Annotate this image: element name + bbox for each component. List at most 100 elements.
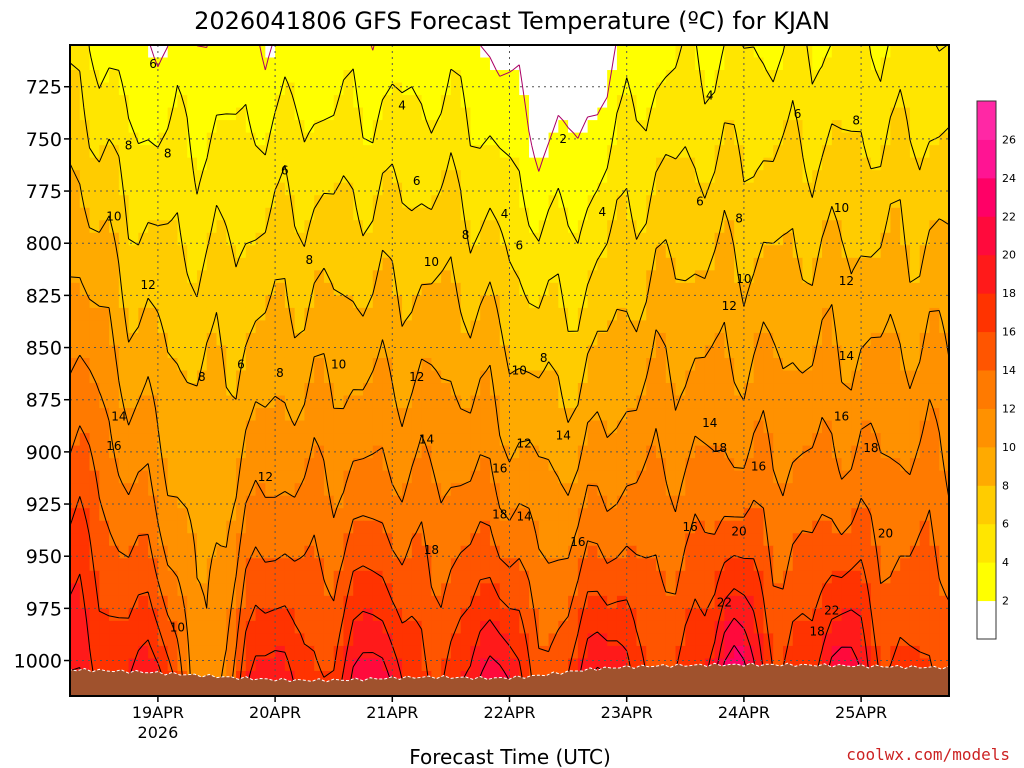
x-tick-label: 23APR xyxy=(601,703,653,722)
colorbar-label: 10 xyxy=(1002,441,1016,454)
colorbar-swatch xyxy=(977,562,996,602)
contour-line-12 xyxy=(70,354,949,696)
contour-label: 10 xyxy=(424,255,439,269)
colorbar-label: 24 xyxy=(1002,172,1016,185)
x-tick-label: 20APR xyxy=(249,703,301,722)
contour-label: 16 xyxy=(492,462,507,476)
contour-label: 14 xyxy=(111,410,126,424)
y-tick-label: 900 xyxy=(26,442,62,464)
colorbar-swatch xyxy=(977,331,996,371)
contour-label: 6 xyxy=(515,238,523,252)
colorbar-swatch xyxy=(977,101,996,140)
credit-text: coolwx.com/models xyxy=(846,745,1010,764)
contour-label: 6 xyxy=(696,195,704,209)
contour-label: 6 xyxy=(237,357,245,371)
contour-label: 12 xyxy=(722,299,737,313)
contour-label: 8 xyxy=(852,113,860,127)
contour-label: 12 xyxy=(409,370,424,384)
contour-label: 22 xyxy=(824,604,839,618)
colorbar-swatch xyxy=(977,485,996,525)
colorbar-label: 6 xyxy=(1002,518,1009,531)
contour-label: 10 xyxy=(512,364,527,378)
contour-label: 16 xyxy=(834,410,849,424)
colorbar-swatch xyxy=(977,254,996,294)
y-tick-label: 750 xyxy=(26,129,62,151)
contour-label: 6 xyxy=(413,174,421,188)
contour-line-14 xyxy=(70,425,949,696)
contour-label: 8 xyxy=(540,351,548,365)
x-axis-label: Forecast Time (UTC) xyxy=(409,745,611,768)
contour-label: 8 xyxy=(198,370,206,384)
contour-label: 14 xyxy=(419,433,434,447)
contour-label: 18 xyxy=(424,543,439,557)
x-tick-sublabel: 2026 xyxy=(138,723,179,742)
contour-line-8 xyxy=(70,163,949,423)
colorbar-label: 22 xyxy=(1002,210,1016,223)
x-tick-label: 24APR xyxy=(718,703,770,722)
contour-label: 8 xyxy=(735,211,743,225)
y-tick-label: 875 xyxy=(26,390,62,412)
colorbar-swatch xyxy=(977,216,996,256)
contour-label: 2 xyxy=(559,132,567,146)
colorbar-label: 14 xyxy=(1002,364,1016,377)
y-tick-label: 725 xyxy=(26,77,62,99)
contour-label: 8 xyxy=(462,228,470,242)
y-tick-label: 950 xyxy=(26,546,62,568)
colorbar-label: 12 xyxy=(1002,402,1016,415)
contour-label: 12 xyxy=(517,437,532,451)
colorbar-swatch xyxy=(977,523,996,563)
x-tick-label: 25APR xyxy=(835,703,887,722)
y-tick-label: 825 xyxy=(26,285,62,307)
contour-line-10 xyxy=(70,276,949,609)
contour-label: 16 xyxy=(570,535,585,549)
contour-label: 12 xyxy=(258,470,273,484)
contour-label: 8 xyxy=(305,253,313,267)
contour-label: 20 xyxy=(731,524,746,538)
contour-label: 20 xyxy=(878,526,893,540)
colorbar-swatch xyxy=(977,177,996,217)
contour-label: 10 xyxy=(170,620,185,634)
contour-label: 10 xyxy=(736,272,751,286)
colorbar-label: 16 xyxy=(1002,326,1016,339)
contour-label: 18 xyxy=(492,508,507,522)
colorbar-label: 26 xyxy=(1002,133,1016,146)
contour-label: 14 xyxy=(517,510,532,524)
colorbar-label: 20 xyxy=(1002,249,1016,262)
contour-label: 8 xyxy=(276,366,284,380)
x-tick-label: 19APR xyxy=(132,703,184,722)
temperature-shading xyxy=(70,45,949,696)
contour-label: 6 xyxy=(281,163,289,177)
colorbar-label: 8 xyxy=(1002,479,1009,492)
colorbar-swatch xyxy=(977,293,996,333)
contour-label: 6 xyxy=(149,57,157,71)
contour-label: 4 xyxy=(706,88,714,102)
colorbar-label: 4 xyxy=(1002,556,1009,569)
contour-label: 16 xyxy=(751,460,766,474)
ground-surface xyxy=(70,662,949,696)
contour-label: 22 xyxy=(717,595,732,609)
contour-label: 18 xyxy=(863,441,878,455)
contour-label: 6 xyxy=(794,107,802,121)
contour-label: 14 xyxy=(702,416,717,430)
contour-label: 14 xyxy=(556,428,571,442)
x-tick-label: 21APR xyxy=(366,703,418,722)
contour-label: 10 xyxy=(106,209,121,223)
x-tick-label: 22APR xyxy=(483,703,535,722)
temperature-contours xyxy=(70,45,949,696)
colorbar-label: 2 xyxy=(1002,595,1009,608)
contour-label: 8 xyxy=(125,138,133,152)
ground-terrain xyxy=(70,662,949,696)
y-tick-label: 975 xyxy=(26,598,62,620)
contour-label: 16 xyxy=(683,520,698,534)
contour-label: 10 xyxy=(834,201,849,215)
colorbar-frame xyxy=(976,100,997,640)
y-tick-label: 775 xyxy=(26,181,62,203)
contour-label: 18 xyxy=(810,624,825,638)
colorbar-label: 18 xyxy=(1002,287,1016,300)
colorbar-swatch xyxy=(977,408,996,448)
chart-title: 2026041806 GFS Forecast Temperature (ºC)… xyxy=(194,7,830,35)
contour-line-4 xyxy=(88,45,948,244)
